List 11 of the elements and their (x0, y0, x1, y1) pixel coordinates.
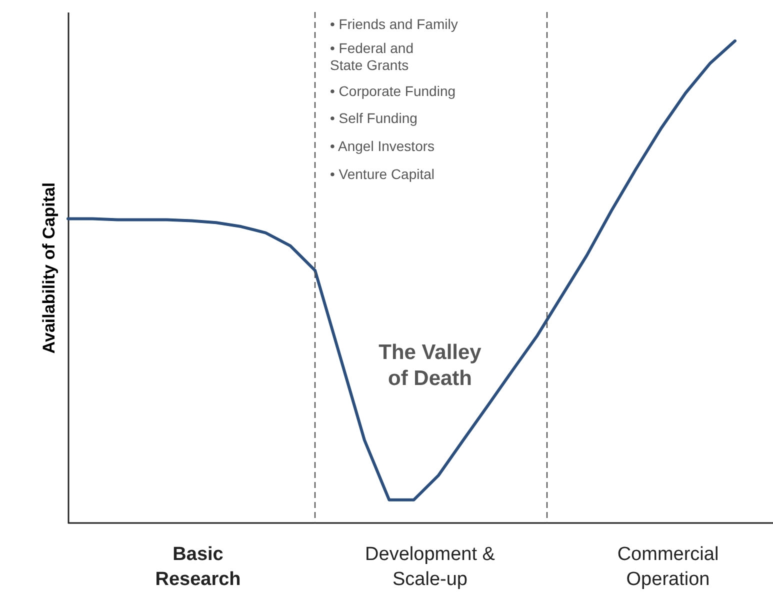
y-axis-title: Availability of Capital (40, 182, 58, 354)
annotation: • Corporate Funding (330, 83, 456, 99)
text: Development & Scale-up (365, 544, 496, 590)
annotation: The Valley of Death (378, 341, 482, 390)
annotation: • Venture Capital (330, 166, 435, 182)
text: Basic Research (155, 544, 241, 590)
text: Commercial Operation (617, 544, 719, 590)
annotation: • Federal and State Grants (330, 40, 414, 73)
text: • Friends and Family (330, 16, 458, 32)
annotation: • Self Funding (330, 110, 418, 126)
annotation: • Angel Investors (330, 138, 435, 154)
